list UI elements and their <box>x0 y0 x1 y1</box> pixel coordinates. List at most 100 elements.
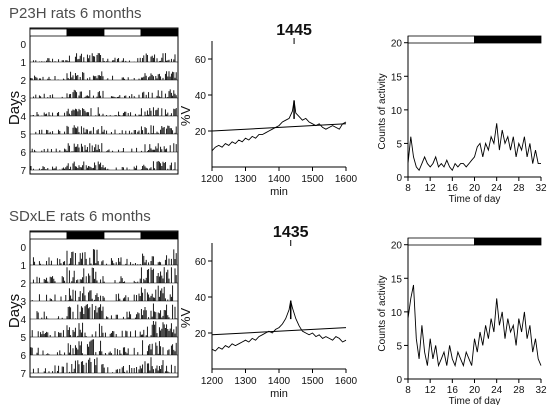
actogram-frame-sdxle <box>29 230 179 378</box>
profile-series-line <box>407 123 541 172</box>
light-dark-segment <box>140 28 179 37</box>
actogram-day-label: 3 <box>20 297 26 308</box>
light-dark-segment <box>103 28 142 37</box>
profile-xtick-label: 16 <box>447 183 459 194</box>
profile-ytick-label: 15 <box>391 72 403 83</box>
periodogram-ytick-label: 60 <box>195 55 207 66</box>
actogram-activity-row <box>36 303 177 319</box>
profile-xtick-label: 20 <box>469 183 481 194</box>
periodogram-xlabel: min <box>270 388 288 400</box>
profile-ylabel: Counts of activity <box>377 275 388 351</box>
periodogram-ytick-label: 40 <box>195 293 207 304</box>
periodogram-xtick-label: 1600 <box>335 174 358 185</box>
profile-xtick-label: 32 <box>535 183 547 194</box>
periodogram-xtick-label: 1600 <box>335 376 358 387</box>
actogram-activity-row <box>32 267 177 283</box>
periodogram-ylabel: %V <box>178 308 193 329</box>
profile-series-line <box>407 284 542 368</box>
periodogram-ytick-label: 20 <box>195 127 207 138</box>
profile-xtick-label: 16 <box>447 385 459 396</box>
periodogram-xtick-label: 1300 <box>234 174 257 185</box>
actogram-ylabel: Days <box>6 91 23 125</box>
periodogram-series-line <box>211 300 347 352</box>
actogram-day-label: 5 <box>20 333 26 344</box>
light-dark-segment <box>66 231 105 240</box>
light-dark-segment <box>29 28 68 37</box>
profile-xtick-label: 28 <box>513 385 525 396</box>
actogram-day-label: 7 <box>20 369 26 380</box>
activity-profile-sdxle: 0 5 10 15 20 8 12 16 20 24 28 32 Time of day Counts o… <box>377 237 547 405</box>
actogram-frame-p23h <box>29 27 179 175</box>
profile-xtick-label: 24 <box>491 183 503 194</box>
actogram-day-label: 2 <box>20 76 26 87</box>
actogram-day-label: 5 <box>20 130 26 141</box>
periodogram-xtick-label: 1300 <box>234 376 257 387</box>
periodogram-xtick-label: 1400 <box>268 174 291 185</box>
actogram-activity-row <box>31 285 174 301</box>
light-dark-segment <box>140 231 179 240</box>
actogram-day-label: 0 <box>20 243 26 254</box>
actogram-activity-row <box>35 125 177 134</box>
profile-xlabel: Time of day <box>449 396 501 405</box>
periodogram-p23h: 1445 20 40 60 1200 1300 1400 1500 1600 min %V <box>178 22 358 198</box>
profile-xtick-label: 12 <box>425 385 437 396</box>
actogram-activity-row <box>30 107 177 116</box>
profile-ylabel: Counts of activity <box>377 73 388 149</box>
profile-xtick-label: 28 <box>513 183 525 194</box>
profile-light-dark-segment <box>407 35 475 44</box>
profile-light-dark-segment <box>474 237 542 246</box>
light-dark-segment <box>66 28 105 37</box>
periodogram-significance-line <box>211 327 347 336</box>
actogram-day-label: 1 <box>20 58 26 69</box>
actogram-ylabel: Days <box>6 294 23 328</box>
periodogram-title: 1445 <box>276 22 312 39</box>
actogram-day-label: 0 <box>20 40 26 51</box>
profile-xtick-label: 12 <box>425 183 437 194</box>
actogram-day-label: 6 <box>20 351 26 362</box>
profile-ytick-label: 20 <box>391 241 403 252</box>
actogram-day-label: 4 <box>20 112 26 123</box>
activity-profile-p23h: 0 5 10 15 20 8 12 16 20 24 28 32 Time of day Counts o… <box>377 35 547 205</box>
periodogram-xtick-label: 1400 <box>268 376 291 387</box>
profile-xtick-label: 20 <box>469 385 481 396</box>
periodogram-ytick-label: 60 <box>195 257 207 268</box>
actogram-day-label: 3 <box>20 94 26 105</box>
actogram-day-label: 4 <box>20 315 26 326</box>
light-dark-segment <box>29 231 68 240</box>
periodogram-significance-line <box>211 123 347 132</box>
actogram-activity-row <box>31 321 177 337</box>
periodogram-xtick-label: 1200 <box>201 174 224 185</box>
periodogram-axes <box>211 41 346 168</box>
actogram-day-label: 1 <box>20 261 26 272</box>
periodogram-ytick-label: 20 <box>195 329 207 340</box>
profile-light-dark-segment <box>474 35 542 44</box>
actogram-activity-row <box>30 249 177 265</box>
actogram-day-label: 7 <box>20 166 26 177</box>
actogram-activity-row <box>30 339 177 355</box>
actogram-p23h: Days 0 1 2 3 4 5 6 7 <box>6 28 179 177</box>
actogram-activity-row <box>32 357 176 373</box>
periodogram-ylabel: %V <box>178 106 193 127</box>
actogram-day-label: 6 <box>20 148 26 159</box>
profile-ytick-label: 15 <box>391 274 403 285</box>
light-dark-segment <box>103 231 142 240</box>
periodogram-title: 1435 <box>273 224 309 241</box>
profile-ytick-label: 10 <box>391 106 403 117</box>
profile-xtick-label: 32 <box>535 385 547 396</box>
periodogram-ytick-label: 40 <box>195 91 207 102</box>
row-title-p23h: P23H rats 6 months <box>9 5 142 22</box>
actogram-activity-row <box>32 53 177 62</box>
profile-xtick-label: 8 <box>405 385 411 396</box>
periodogram-sdxle: 1435 20 40 60 1200 1300 1400 1500 1600 min %V <box>178 224 358 400</box>
actogram-day-label: 2 <box>20 279 26 290</box>
periodogram-xtick-label: 1500 <box>301 376 324 387</box>
actogram-sdxle: Days 0 1 2 3 4 5 6 7 <box>6 231 179 380</box>
profile-ytick-label: 5 <box>396 341 402 352</box>
profile-ytick-label: 20 <box>391 39 403 50</box>
profile-ytick-label: 5 <box>396 139 402 150</box>
actogram-activity-row <box>32 89 177 98</box>
periodogram-xtick-label: 1500 <box>301 174 324 185</box>
periodogram-xlabel: min <box>270 186 288 198</box>
profile-ytick-label: 0 <box>396 173 402 184</box>
